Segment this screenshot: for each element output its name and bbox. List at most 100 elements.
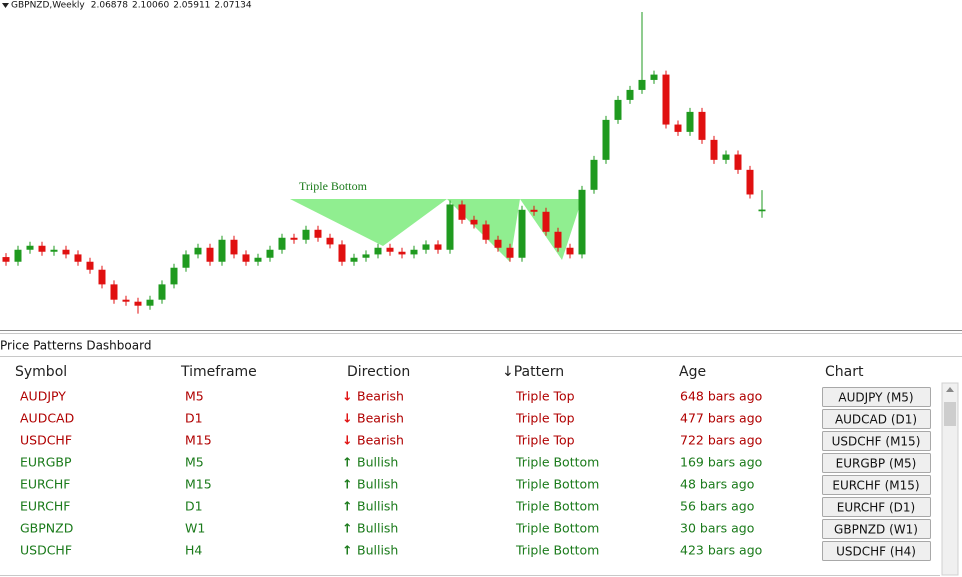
pattern-shape — [290, 199, 447, 246]
age: 423 bars ago — [680, 543, 762, 558]
button-face[interactable] — [822, 475, 931, 495]
candle-body — [230, 239, 238, 255]
chart-title: GBPNZD,Weekly — [11, 1, 85, 11]
button-label[interactable]: AUDCAD (D1) — [835, 413, 917, 427]
chart-button[interactable]: GBPNZD (W1) — [822, 519, 931, 539]
age: 48 bars ago — [680, 477, 754, 492]
chart-button[interactable]: EURGBP (M5) — [822, 453, 931, 473]
candle-body — [542, 211, 550, 232]
chart-button[interactable]: AUDCAD (D1) — [822, 409, 931, 429]
candle-body — [674, 124, 682, 132]
timeframe: D1 — [185, 499, 203, 514]
button-label[interactable]: USDCHF (M15) — [832, 435, 921, 449]
pattern-shape — [520, 199, 582, 260]
candle-body — [662, 74, 670, 125]
button-label[interactable]: AUDJPY (M5) — [838, 391, 913, 405]
timeframe: M15 — [185, 433, 212, 448]
candle-body — [494, 239, 502, 248]
candle-body — [74, 254, 82, 262]
candle-body — [182, 254, 190, 268]
direction-arrow: ↑ — [342, 543, 352, 558]
candle-body — [614, 99, 622, 120]
button-face[interactable] — [822, 541, 931, 561]
dashboard-title: Price Patterns Dashboard — [0, 339, 151, 353]
candle-body — [734, 154, 742, 170]
candle-body — [698, 111, 706, 140]
button-face[interactable] — [822, 497, 931, 517]
button-label[interactable]: EURCHF (D1) — [837, 501, 915, 515]
button-face[interactable] — [822, 387, 931, 407]
timeframe: D1 — [185, 411, 203, 426]
chart-button[interactable]: EURCHF (D1) — [822, 497, 931, 517]
direction: Bullish — [357, 477, 398, 492]
scroll-up[interactable] — [946, 387, 954, 392]
pattern: Triple Bottom — [515, 543, 599, 558]
candle-body — [638, 79, 646, 90]
candle-body — [650, 74, 658, 80]
age: 648 bars ago — [680, 389, 762, 404]
pattern: Triple Top — [515, 389, 575, 404]
candle-body — [446, 204, 454, 250]
candle-body — [122, 299, 130, 302]
button-face[interactable] — [822, 409, 931, 429]
candle-body — [218, 239, 226, 262]
candle-body — [98, 269, 106, 285]
ohlc-label: 2.06878 — [91, 1, 128, 11]
direction: Bullish — [357, 499, 398, 514]
candle-body — [710, 139, 718, 160]
symbol: EURGBP — [20, 455, 72, 470]
chart-button[interactable]: USDCHF (M15) — [822, 431, 931, 451]
symbol: USDCHF — [20, 543, 72, 558]
button-face[interactable] — [822, 431, 931, 451]
pattern: Triple Bottom — [515, 521, 599, 536]
candle-body — [50, 249, 58, 252]
scrollbar[interactable] — [941, 382, 959, 576]
column-header: Direction — [347, 364, 410, 380]
symbol: USDCHF — [20, 433, 72, 448]
age: 56 bars ago — [680, 499, 754, 514]
column-header: Age — [679, 364, 706, 380]
candle-body — [134, 301, 142, 306]
pattern: Triple Bottom — [515, 455, 599, 470]
candle-body — [482, 224, 490, 240]
candle-body — [110, 284, 118, 300]
candle-body — [398, 251, 406, 255]
price-chart: Triple Bottom GBPNZD,Weekly 2.06878 2.100… — [2, 1, 766, 314]
menu-icon — [2, 3, 9, 8]
scroll-thumb[interactable] — [944, 402, 956, 426]
direction: Bearish — [357, 389, 404, 404]
direction-arrow: ↓ — [342, 433, 352, 448]
button-label[interactable]: EURGBP (M5) — [836, 457, 917, 471]
candle-body — [602, 119, 610, 160]
chart-button[interactable]: EURCHF (M15) — [822, 475, 931, 495]
candle-body — [566, 247, 574, 255]
column-header: Chart — [825, 364, 864, 380]
age: 169 bars ago — [680, 455, 762, 470]
candle-body — [146, 299, 154, 306]
candle-body — [578, 189, 586, 255]
chart-button[interactable]: AUDJPY (M5) — [822, 387, 931, 407]
candle-body — [14, 249, 22, 262]
candle-body — [302, 229, 310, 240]
pattern: Triple Bottom — [515, 499, 599, 514]
candle-body — [758, 209, 766, 212]
candle-body — [314, 229, 322, 238]
candle-body — [26, 245, 34, 250]
symbol: GBPNZD — [20, 521, 73, 536]
candle-body — [62, 249, 70, 255]
candle-body — [386, 247, 394, 252]
age: 30 bars ago — [680, 521, 754, 536]
chart-button[interactable]: USDCHF (H4) — [822, 541, 931, 561]
button-label[interactable]: GBPNZD (W1) — [834, 523, 918, 537]
symbol: EURCHF — [20, 499, 70, 514]
button-face[interactable] — [822, 453, 931, 473]
symbol: EURCHF — [20, 477, 70, 492]
button-label[interactable]: USDCHF (H4) — [836, 545, 916, 559]
button-face[interactable] — [822, 519, 931, 539]
button-label[interactable]: EURCHF (M15) — [832, 479, 919, 493]
candle-body — [374, 247, 382, 255]
candle-body — [242, 254, 250, 262]
candle-body — [170, 267, 178, 285]
